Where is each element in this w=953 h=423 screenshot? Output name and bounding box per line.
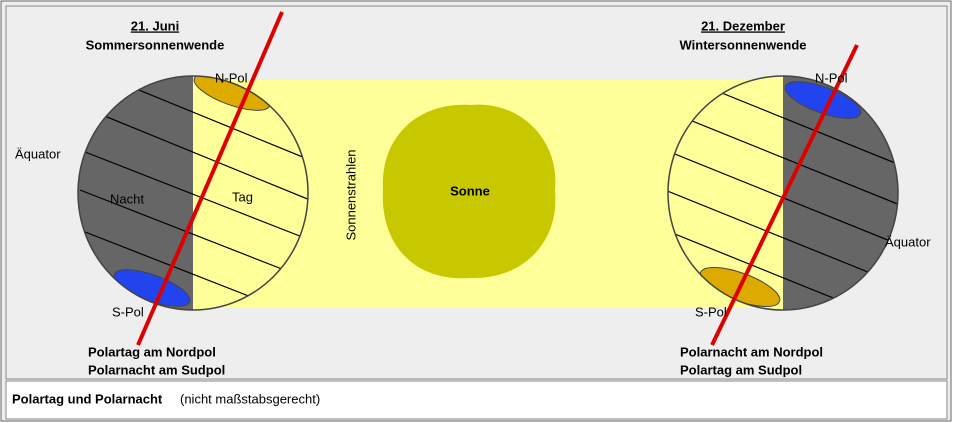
footer-note: (nicht maßstabsgerecht) [180,391,320,406]
left-event: Sommersonnenwende [86,37,225,52]
left-date: 21. Juni [131,18,179,33]
right-north-pole: N-Pol [815,70,848,85]
footer-title: Polartag und Polarnacht [12,391,163,406]
left-day: Tag [232,189,253,204]
left-equator: Äquator [15,146,61,161]
diagram: 21. Juni Sommersonnenwende N-Pol Äquator… [0,0,953,423]
rays-label: Sonnenstrahlen [343,149,358,240]
left-night: Nacht [110,191,144,206]
right-event: Wintersonnenwende [679,37,806,52]
right-south-pole: S-Pol [695,304,727,319]
left-north-pole: N-Pol [215,70,248,85]
right-caption: Polartag am Sudpol [680,362,802,377]
left-caption: Polartag am Nordpol [88,344,216,359]
left-caption: Polarnacht am Sudpol [88,362,225,377]
right-equator: Äquator [885,234,931,249]
sun-label: Sonne [450,183,490,198]
left-south-pole: S-Pol [112,304,144,319]
right-caption: Polarnacht am Nordpol [680,344,823,359]
right-date: 21. Dezember [701,18,785,33]
